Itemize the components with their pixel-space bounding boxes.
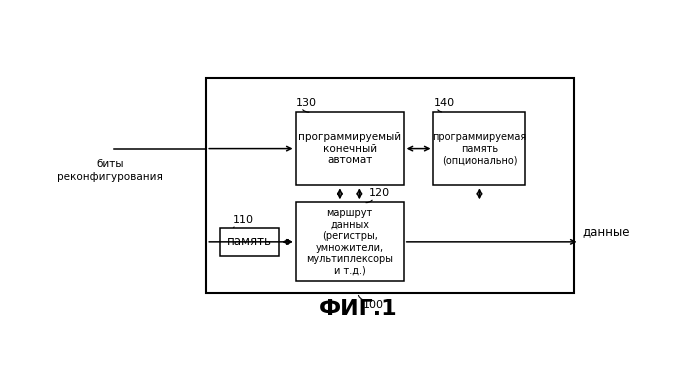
Text: ФИГ.1: ФИГ.1 <box>318 299 397 319</box>
Text: реконфигурования: реконфигурования <box>57 172 163 182</box>
Text: данные: данные <box>582 225 630 239</box>
Bar <box>295 202 403 281</box>
Text: биты: биты <box>96 159 124 169</box>
Text: маршрут
данных
(регистры,
умножители,
мультиплексоры
и т.д.): маршрут данных (регистры, умножители, му… <box>306 208 393 276</box>
Text: 130: 130 <box>295 98 316 108</box>
Text: программируемый
конечный
автомат: программируемый конечный автомат <box>298 132 401 165</box>
Text: 140: 140 <box>433 98 454 108</box>
Bar <box>295 112 403 185</box>
Bar <box>220 228 279 256</box>
Text: программируемая
память
(опционально): программируемая память (опционально) <box>432 132 526 165</box>
Text: 110: 110 <box>233 215 254 225</box>
Text: память: память <box>227 235 272 248</box>
Text: 100: 100 <box>363 300 384 310</box>
Bar <box>207 78 574 293</box>
Text: 120: 120 <box>369 188 389 198</box>
Bar <box>433 112 526 185</box>
